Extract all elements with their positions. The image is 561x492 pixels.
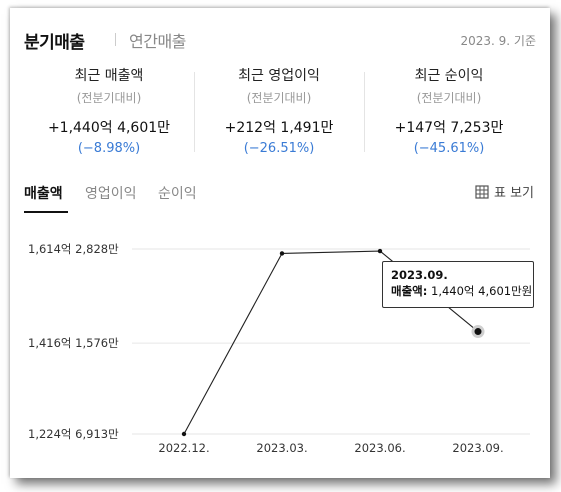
metric-value: +212억 1,491만: [224, 120, 334, 136]
x-tick-label: 2023.06.: [354, 441, 406, 455]
card-header: 분기매출 연간매출 2023. 9. 기준: [24, 28, 536, 53]
metric-divider: [194, 72, 195, 152]
y-tick-label: 1,614억 2,828만: [28, 242, 119, 256]
chart-tabs: 매출액 영업이익 순이익 표 보기: [24, 184, 534, 214]
tab-revenue[interactable]: 매출액: [24, 186, 63, 202]
metric-title: 최근 영업이익: [238, 68, 320, 84]
tooltip-value: 1,440억 4,601만원: [431, 284, 533, 298]
table-icon: [475, 185, 489, 199]
revenue-chart: 1,614억 2,828만 1,416억 1,576만 1,224억 6,913만 …: [10, 222, 550, 478]
metric-divider: [364, 72, 365, 152]
tooltip-period: 2023.09.: [391, 268, 448, 282]
tab-annual-revenue[interactable]: 연간매출: [129, 32, 186, 51]
metric-change-rate: (−8.98%): [77, 141, 141, 156]
y-tick-label: 1,224억 6,913만: [28, 427, 119, 441]
x-tick-label: 2022.12.: [158, 441, 210, 455]
metric-subtitle: (전분기대비): [246, 91, 312, 105]
metric-change-rate: (−45.61%): [413, 141, 485, 156]
summary-metrics: 최근 매출액 (전분기대비) +1,440억 4,601만 (−8.98%) 최…: [24, 66, 534, 158]
view-table-button[interactable]: 표 보기: [475, 184, 534, 204]
highlighted-data-point: [474, 328, 482, 336]
metric-title: 최근 매출액: [74, 68, 144, 84]
metric-operating-profit: 최근 영업이익 (전분기대비) +212억 1,491만 (−26.51%): [194, 66, 364, 158]
metric-subtitle: (전분기대비): [76, 91, 142, 105]
tab-divider: [115, 33, 116, 46]
data-point: [181, 431, 187, 437]
revenue-card: 분기매출 연간매출 2023. 9. 기준 최근 매출액 (전분기대비) +1,…: [10, 8, 550, 478]
metric-subtitle: (전분기대비): [416, 91, 482, 105]
x-tick-label: 2023.03.: [256, 441, 308, 455]
metric-value: +147억 7,253만: [394, 120, 504, 136]
tab-net-income[interactable]: 순이익: [158, 186, 197, 202]
metric-net-income: 최근 순이익 (전분기대비) +147억 7,253만 (−45.61%): [364, 66, 534, 158]
x-tick-label: 2023.09.: [452, 441, 504, 455]
metric-revenue: 최근 매출액 (전분기대비) +1,440억 4,601만 (−8.98%): [24, 66, 194, 158]
tooltip-label: 매출액:: [391, 284, 428, 298]
view-table-label: 표 보기: [493, 186, 534, 201]
data-point: [377, 248, 383, 254]
y-tick-label: 1,416억 1,576만: [28, 336, 119, 351]
active-tab-indicator: [24, 211, 68, 213]
tooltip-value-line: 매출액: 1,440억 4,601만원: [391, 283, 532, 299]
tab-operating-profit[interactable]: 영업이익: [85, 186, 137, 202]
metric-value: +1,440억 4,601만: [47, 120, 171, 136]
data-point: [279, 251, 285, 256]
as-of-date: 2023. 9. 기준: [460, 34, 536, 48]
tab-quarterly-revenue[interactable]: 분기매출: [24, 33, 85, 53]
metric-change-rate: (−26.51%): [243, 141, 315, 156]
chart-tooltip: 2023.09. 매출액: 1,440억 4,601만원: [382, 261, 534, 308]
metric-title: 최근 순이익: [414, 68, 484, 84]
